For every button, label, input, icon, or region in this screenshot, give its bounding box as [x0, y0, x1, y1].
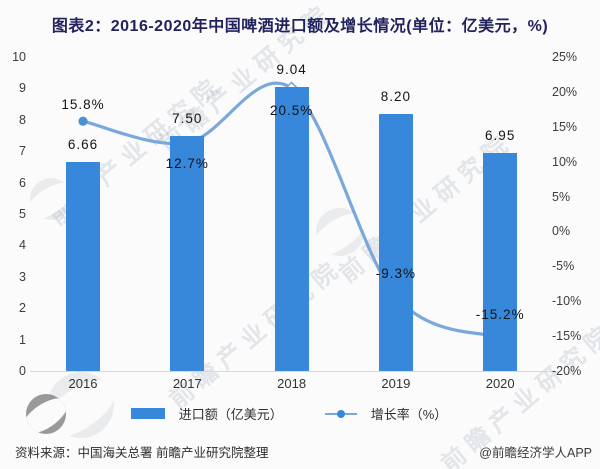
- bar-2016: [66, 161, 100, 371]
- right-axis-tick: -5%: [552, 259, 575, 274]
- x-axis-line: [30, 371, 555, 372]
- left-axis-tick: 10: [12, 50, 26, 64]
- x-axis-label: 2017: [172, 376, 202, 391]
- bar-value-label: 9.04: [276, 62, 307, 78]
- right-axis-tick: -20%: [552, 364, 582, 378]
- line-value-label: -9.3%: [375, 266, 417, 282]
- bar-value-label: 6.95: [485, 127, 516, 143]
- right-axis-tick: 10%: [552, 154, 578, 169]
- right-axis-tick: -15%: [552, 329, 582, 344]
- line-point-2016: [78, 116, 88, 126]
- left-axis-tick: 5: [19, 207, 26, 221]
- left-axis-tick: 1: [19, 332, 26, 347]
- bar-2018: [274, 87, 309, 371]
- left-axis-tick: 6: [19, 175, 26, 190]
- bar-value-label: 7.50: [172, 110, 203, 126]
- right-axis-tick: 5%: [552, 189, 571, 204]
- bar-value-label: 6.66: [67, 136, 99, 152]
- line-value-label: 20.5%: [269, 103, 314, 119]
- right-axis-tick: 15%: [552, 119, 578, 134]
- legend: 进口额（亿美元） 增长率（%）: [0, 402, 578, 424]
- legend-bar-swatch: [130, 407, 165, 419]
- bar-2019: [378, 113, 413, 371]
- x-axis-label: 2018: [277, 376, 307, 391]
- x-axis-label: 2016: [68, 376, 98, 391]
- left-axis-tick: 7: [19, 144, 26, 159]
- bar-2017: [170, 135, 205, 371]
- line-value-label: 15.8%: [61, 97, 105, 113]
- x-axis-label: 2020: [485, 376, 515, 391]
- left-axis-tick: 3: [19, 269, 26, 284]
- right-axis-tick: -10%: [552, 294, 582, 309]
- legend-line-dot-icon: [336, 409, 345, 418]
- left-axis-tick: 9: [19, 81, 26, 96]
- source-note: 资料来源：中国海关总署 前瞻产业研究院整理: [15, 446, 269, 460]
- left-axis-tick: 8: [19, 112, 26, 127]
- right-axis-tick: 25%: [552, 50, 578, 64]
- footer: 资料来源：中国海关总署 前瞻产业研究院整理 @前瞻经济学人APP: [15, 442, 592, 461]
- left-axis-tick: 2: [19, 301, 26, 316]
- right-axis-tick: 0%: [552, 224, 571, 239]
- bar-value-label: 8.20: [380, 88, 412, 104]
- left-axis-tick: 4: [19, 238, 26, 253]
- legend-line-swatch: [324, 408, 357, 419]
- line-value-label: 12.7%: [165, 155, 209, 171]
- bar-2020: [483, 152, 518, 371]
- legend-bar-label: 进口额（亿美元）: [178, 406, 283, 422]
- chart-title: 图表2：2016-2020年中国啤酒进口额及增长情况(单位：亿美元，%): [51, 18, 549, 35]
- line-value-label: -15.2%: [475, 306, 525, 322]
- left-axis-tick: 0: [19, 364, 26, 378]
- credit-note: @前瞻经济学人APP: [479, 446, 592, 460]
- x-axis-label: 2019: [381, 376, 411, 391]
- right-axis-tick: 20%: [552, 84, 578, 99]
- legend-line-label: 增长率（%）: [370, 406, 448, 422]
